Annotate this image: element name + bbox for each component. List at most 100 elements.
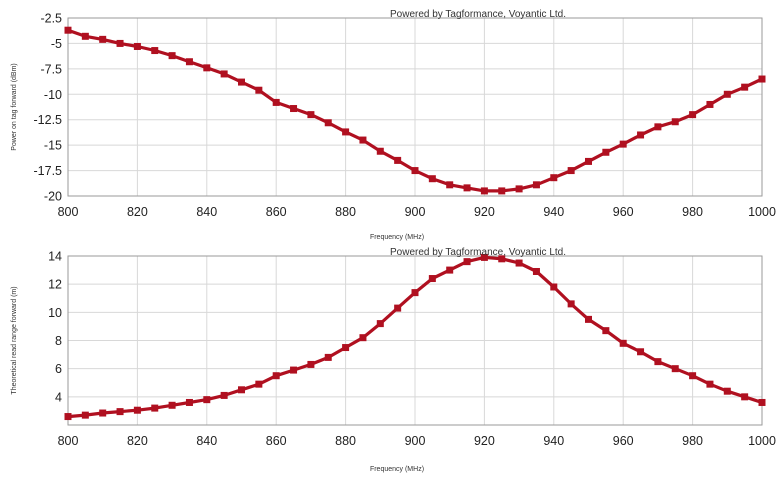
- data-point: [99, 409, 107, 417]
- x-tick-label: 900: [405, 434, 426, 448]
- data-point: [532, 267, 540, 275]
- data-point: [151, 47, 159, 55]
- x-tick-label: 800: [58, 434, 79, 448]
- data-point: [220, 391, 228, 399]
- data-point: [741, 393, 749, 401]
- data-point: [758, 75, 766, 83]
- data-point: [515, 259, 523, 267]
- data-point: [376, 147, 384, 155]
- data-point: [428, 275, 436, 283]
- data-point: [376, 320, 384, 328]
- credit-text: Powered by Tagformance, Voyantic Ltd.: [390, 247, 566, 258]
- data-point: [446, 266, 454, 274]
- data-point: [342, 344, 350, 352]
- data-point: [342, 128, 350, 136]
- x-tick-label: 800: [58, 205, 79, 219]
- data-point: [64, 26, 72, 34]
- data-point: [498, 255, 506, 263]
- y-tick-label: 4: [55, 390, 62, 404]
- plot-frame: [67, 17, 763, 197]
- data-point: [671, 365, 679, 373]
- y-tick-label: -10: [44, 88, 62, 102]
- x-tick-label: 900: [405, 205, 426, 219]
- y-tick-label: -20: [44, 190, 62, 204]
- data-point: [307, 360, 315, 368]
- data-point: [550, 283, 558, 291]
- data-point: [203, 64, 211, 72]
- y-tick-label: 6: [55, 362, 62, 376]
- x-axis-label: Frequency (MHz): [370, 466, 424, 473]
- y-tick-label: -2.5: [40, 12, 62, 26]
- data-point: [255, 380, 263, 388]
- data-point: [255, 86, 263, 94]
- y-tick-label: 14: [48, 250, 62, 264]
- data-point: [619, 140, 627, 148]
- data-point: [81, 32, 89, 40]
- data-point: [480, 187, 488, 195]
- data-point: [168, 52, 176, 60]
- data-point: [585, 315, 592, 323]
- data-point: [446, 181, 454, 189]
- data-point: [359, 136, 367, 144]
- x-tick-label: 960: [613, 205, 634, 219]
- x-tick-label: 860: [266, 205, 287, 219]
- data-point: [411, 167, 419, 175]
- y-axis-label: Power on tag forward (dBm): [11, 63, 18, 151]
- credit-text: Powered by Tagformance, Voyantic Ltd.: [390, 9, 566, 20]
- x-tick-label: 840: [196, 434, 217, 448]
- x-tick-label: 940: [543, 434, 564, 448]
- data-point: [116, 408, 124, 416]
- data-point: [532, 181, 540, 189]
- x-tick-label: 980: [682, 434, 703, 448]
- data-point: [758, 398, 766, 406]
- x-tick-label: 880: [335, 434, 356, 448]
- y-tick-label: -5: [51, 37, 62, 51]
- data-point: [116, 39, 124, 47]
- data-point: [463, 258, 471, 266]
- y-tick-label: 12: [48, 278, 62, 292]
- data-point: [238, 78, 245, 86]
- x-tick-label: 920: [474, 205, 495, 219]
- data-point: [602, 327, 610, 335]
- chart-1: 800 820 840 860 880 900 920 940 960 980 1000 -2.5 -5…: [11, 9, 776, 241]
- data-point: [185, 398, 193, 406]
- data-point: [99, 35, 107, 43]
- x-tick-label: 920: [474, 434, 495, 448]
- x-tick-label: 960: [613, 434, 634, 448]
- x-tick-label: 840: [196, 205, 217, 219]
- x-tick-label: 940: [543, 205, 564, 219]
- data-point: [324, 119, 332, 127]
- data-point: [689, 111, 697, 119]
- y-tick-label: 8: [55, 334, 62, 348]
- data-point: [220, 70, 228, 78]
- x-tick-label: 860: [266, 434, 287, 448]
- data-point: [203, 396, 211, 404]
- data-point: [480, 253, 488, 261]
- data-point: [619, 339, 627, 347]
- data-point: [585, 157, 592, 165]
- data-point: [394, 304, 402, 312]
- y-tick-label: 10: [48, 306, 62, 320]
- data-point: [290, 105, 298, 113]
- data-point: [602, 148, 610, 156]
- data-point: [168, 401, 176, 409]
- data-point: [567, 167, 575, 175]
- data-point: [671, 118, 679, 126]
- data-point: [689, 372, 697, 380]
- data-point: [272, 98, 280, 106]
- x-tick-label: 1000: [748, 205, 776, 219]
- x-tick-label: 1000: [748, 434, 776, 448]
- data-point: [359, 334, 367, 342]
- data-point: [411, 289, 419, 297]
- data-point: [463, 184, 471, 192]
- data-point: [272, 372, 280, 380]
- data-point: [706, 380, 714, 388]
- y-tick-label: -17.5: [34, 164, 63, 178]
- data-point: [723, 90, 731, 98]
- x-tick-label: 820: [127, 434, 148, 448]
- data-point: [723, 387, 731, 395]
- data-point: [133, 406, 141, 414]
- data-point: [654, 123, 662, 131]
- x-tick-label: 820: [127, 205, 148, 219]
